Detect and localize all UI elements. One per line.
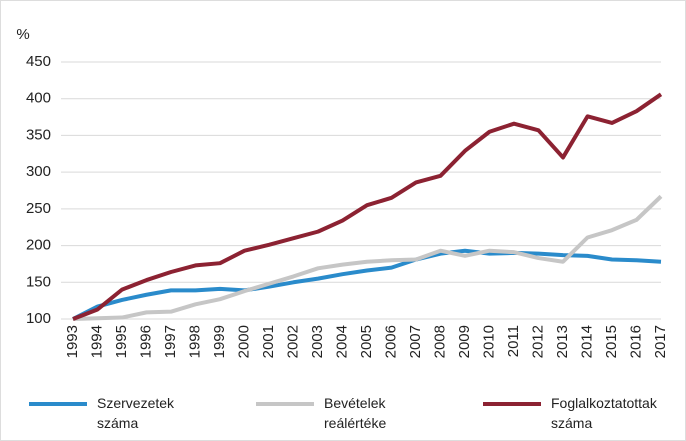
legend-swatch bbox=[29, 402, 87, 406]
x-tick-label: 1993 bbox=[64, 325, 81, 358]
x-tick-label: 2016 bbox=[627, 325, 644, 358]
x-tick-label: 2012 bbox=[529, 325, 546, 358]
legend-label: Foglalkoztatottak száma bbox=[551, 395, 657, 431]
y-tick-label: 100 bbox=[26, 310, 51, 327]
x-tick-label: 2006 bbox=[382, 325, 399, 358]
y-tick-label: 450 bbox=[26, 53, 51, 70]
legend: Szervezetek száma Bevételek reálértéke Fog… bbox=[1, 393, 685, 439]
x-tick-label: 2011 bbox=[505, 325, 522, 357]
x-tick-label: 1999 bbox=[211, 325, 228, 358]
x-tick-label: 2008 bbox=[431, 325, 448, 358]
x-tick-label: 2015 bbox=[603, 325, 620, 358]
x-tick-label: 1994 bbox=[88, 325, 105, 358]
legend-swatch bbox=[256, 402, 314, 406]
y-axis-label: % bbox=[16, 26, 29, 43]
x-tick-label: 2000 bbox=[235, 325, 252, 358]
y-tick-label: 350 bbox=[26, 126, 51, 143]
y-tick-label: 300 bbox=[26, 163, 51, 180]
legend-item: Bevételek reálértéke bbox=[256, 393, 424, 433]
x-tick-label: 2004 bbox=[333, 325, 350, 358]
x-tick-label: 2014 bbox=[578, 325, 595, 358]
series-line bbox=[72, 92, 663, 321]
y-tick-label: 150 bbox=[26, 273, 51, 290]
x-tick-label: 2013 bbox=[554, 325, 571, 358]
legend-label: Bevételek reálértéke bbox=[324, 395, 387, 431]
legend-swatch bbox=[483, 402, 541, 406]
x-tick-label: 2003 bbox=[309, 325, 326, 358]
legend-label: Szervezetek száma bbox=[97, 395, 175, 431]
legend-item: Foglalkoztatottak száma bbox=[483, 393, 685, 433]
x-tick-label: 1998 bbox=[186, 325, 203, 358]
x-tick-label: 2010 bbox=[480, 325, 497, 358]
x-tick-label: 2009 bbox=[456, 325, 473, 358]
x-tick-label: 2005 bbox=[358, 325, 375, 358]
y-tick-label: 400 bbox=[26, 90, 51, 107]
x-tick-label: 1995 bbox=[113, 325, 130, 358]
series-line bbox=[72, 194, 663, 321]
x-tick-label: 1996 bbox=[137, 325, 154, 358]
plot: % 100 150 200 250 300 350 400 450 1993 1994 1995 19… bbox=[16, 26, 669, 358]
y-tick-label: 200 bbox=[26, 237, 51, 254]
legend-item: Szervezetek száma bbox=[29, 393, 197, 433]
x-tick-label: 2001 bbox=[260, 325, 277, 358]
x-tick-label: 2017 bbox=[652, 325, 669, 358]
x-tick-label: 2002 bbox=[284, 325, 301, 358]
x-tick-label: 2007 bbox=[407, 325, 424, 358]
series-line bbox=[72, 248, 662, 321]
y-tick-label: 250 bbox=[26, 200, 51, 217]
x-tick-label: 1997 bbox=[162, 325, 179, 358]
